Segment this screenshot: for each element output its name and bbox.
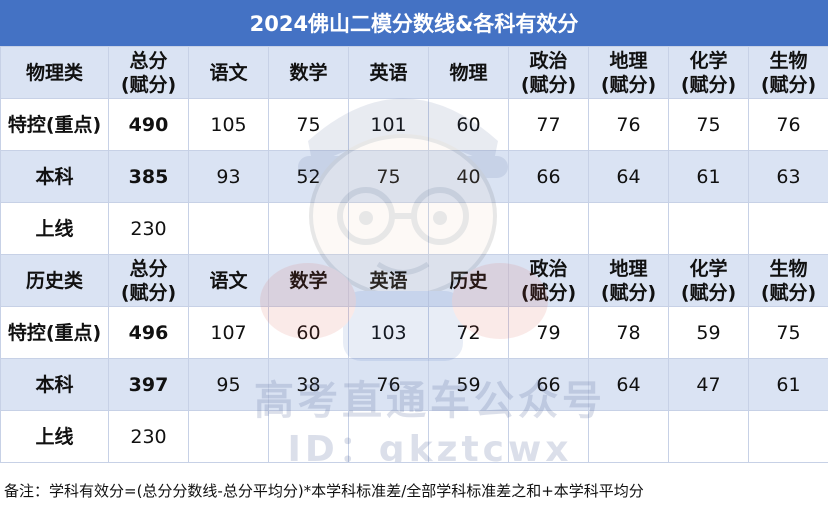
biology-score: 75	[748, 306, 828, 359]
geography-score: 64	[588, 150, 669, 203]
geography-score: 64	[588, 358, 669, 411]
math-score: 75	[268, 98, 349, 151]
total-score: 230	[108, 410, 189, 463]
math-score: 38	[268, 358, 349, 411]
page-title: 2024佛山二模分数线&各科有效分	[0, 0, 828, 46]
table-row: 本科 397 95 38 76 59 66 64 47 61	[0, 358, 828, 411]
elective-header: 物理	[428, 46, 509, 99]
politics-score: 66	[508, 150, 589, 203]
politics-header: 政治 (赋分)	[508, 46, 589, 99]
empty-cell	[348, 410, 429, 463]
table-row: 上线 230	[0, 410, 828, 463]
empty-cell	[428, 410, 509, 463]
row-label: 本科	[0, 358, 109, 411]
chinese-score: 95	[188, 358, 269, 411]
chemistry-score: 47	[668, 358, 749, 411]
table-row: 特控(重点) 496 107 60 103 72 79 78 59 75	[0, 306, 828, 359]
row-label: 上线	[0, 410, 109, 463]
geography-score: 78	[588, 306, 669, 359]
biology-score: 63	[748, 150, 828, 203]
empty-cell	[668, 202, 749, 255]
physics-header-row: 物理类 总分 (赋分) 语文 数学 英语 物理 政治 (赋分) 地理 (赋分) 化学(…	[0, 46, 828, 99]
empty-cell	[188, 202, 269, 255]
row-label: 特控(重点)	[0, 98, 109, 151]
elective-header: 历史	[428, 254, 509, 307]
elective-score: 40	[428, 150, 509, 203]
math-score: 52	[268, 150, 349, 203]
english-header: 英语	[348, 254, 429, 307]
politics-score: 77	[508, 98, 589, 151]
footnote: 备注：学科有效分=(总分分数线-总分平均分)*本学科标准差/全部学科标准差之和+…	[0, 462, 828, 517]
total-score: 496	[108, 306, 189, 359]
empty-cell	[668, 410, 749, 463]
category-header: 物理类	[0, 46, 109, 99]
geography-header: 地理 (赋分)	[588, 46, 669, 99]
empty-cell	[428, 202, 509, 255]
empty-cell	[748, 202, 828, 255]
chemistry-score: 75	[668, 98, 749, 151]
elective-score: 60	[428, 98, 509, 151]
english-score: 76	[348, 358, 429, 411]
chemistry-header: 化学 (赋分)	[668, 254, 749, 307]
total-score: 397	[108, 358, 189, 411]
total-score: 230	[108, 202, 189, 255]
empty-cell	[348, 202, 429, 255]
category-header: 历史类	[0, 254, 109, 307]
chemistry-score: 61	[668, 150, 749, 203]
politics-score: 66	[508, 358, 589, 411]
total-score: 490	[108, 98, 189, 151]
chinese-header: 语文	[188, 254, 269, 307]
math-header: 数学	[268, 46, 349, 99]
biology-header: 生物 (赋分)	[748, 254, 828, 307]
chemistry-score: 59	[668, 306, 749, 359]
math-score: 60	[268, 306, 349, 359]
row-label: 本科	[0, 150, 109, 203]
biology-score: 61	[748, 358, 828, 411]
biology-score: 76	[748, 98, 828, 151]
history-header-row: 历史类 总分 (赋分) 语文 数学 英语 历史 政治 (赋分) 地理 (赋分) 化学(…	[0, 254, 828, 307]
empty-cell	[268, 202, 349, 255]
empty-cell	[748, 410, 828, 463]
chinese-score: 107	[188, 306, 269, 359]
politics-score: 79	[508, 306, 589, 359]
row-label: 上线	[0, 202, 109, 255]
total-header: 总分 (赋分)	[108, 254, 189, 307]
chinese-header: 语文	[188, 46, 269, 99]
table-row: 特控(重点) 490 105 75 101 60 77 76 75 76	[0, 98, 828, 151]
elective-score: 72	[428, 306, 509, 359]
english-score: 75	[348, 150, 429, 203]
empty-cell	[268, 410, 349, 463]
english-header: 英语	[348, 46, 429, 99]
english-score: 101	[348, 98, 429, 151]
empty-cell	[508, 410, 589, 463]
politics-header: 政治 (赋分)	[508, 254, 589, 307]
chinese-score: 105	[188, 98, 269, 151]
total-score: 385	[108, 150, 189, 203]
empty-cell	[588, 410, 669, 463]
table-row: 上线 230	[0, 202, 828, 255]
chinese-score: 93	[188, 150, 269, 203]
empty-cell	[508, 202, 589, 255]
geography-score: 76	[588, 98, 669, 151]
total-header: 总分 (赋分)	[108, 46, 189, 99]
empty-cell	[588, 202, 669, 255]
score-table: 物理类 总分 (赋分) 语文 数学 英语 物理 政治 (赋分) 地理 (赋分) 化学(…	[0, 46, 828, 463]
empty-cell	[188, 410, 269, 463]
elective-score: 59	[428, 358, 509, 411]
row-label: 特控(重点)	[0, 306, 109, 359]
table-row: 本科 385 93 52 75 40 66 64 61 63	[0, 150, 828, 203]
english-score: 103	[348, 306, 429, 359]
geography-header: 地理 (赋分)	[588, 254, 669, 307]
math-header: 数学	[268, 254, 349, 307]
chemistry-header: 化学 (赋分)	[668, 46, 749, 99]
biology-header: 生物 (赋分)	[748, 46, 828, 99]
